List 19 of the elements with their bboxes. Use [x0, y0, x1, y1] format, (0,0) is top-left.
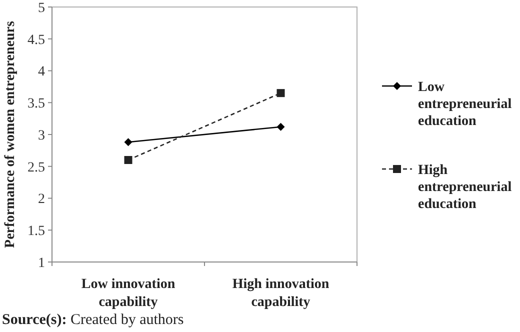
point — [276, 122, 285, 131]
y-tick-label: 2.5 — [28, 160, 45, 176]
y-tick-label: 2 — [38, 192, 45, 208]
y-tick-label: 3 — [38, 128, 45, 144]
legend-label: Low entrepreneurial education — [418, 80, 512, 129]
source-note: Source(s): Created by authors — [2, 312, 184, 328]
point — [124, 156, 132, 164]
legend-label: High entrepreneurial education — [418, 162, 512, 212]
y-tick-label: 1 — [38, 256, 45, 271]
x-tick-label: High innovation capability — [232, 277, 330, 310]
x-tick-label: Low innovation capability — [81, 277, 176, 310]
point — [276, 89, 285, 98]
y-axis-title: Performance of women entrepreneurs — [3, 20, 18, 248]
y-tick-label: 4 — [38, 64, 45, 80]
y-tick-label: 1.5 — [28, 224, 45, 240]
point — [124, 138, 132, 146]
y-tick-label: 5 — [38, 0, 45, 16]
y-tick-label: 4.5 — [28, 32, 45, 48]
y-tick-label: 3.5 — [28, 96, 45, 112]
